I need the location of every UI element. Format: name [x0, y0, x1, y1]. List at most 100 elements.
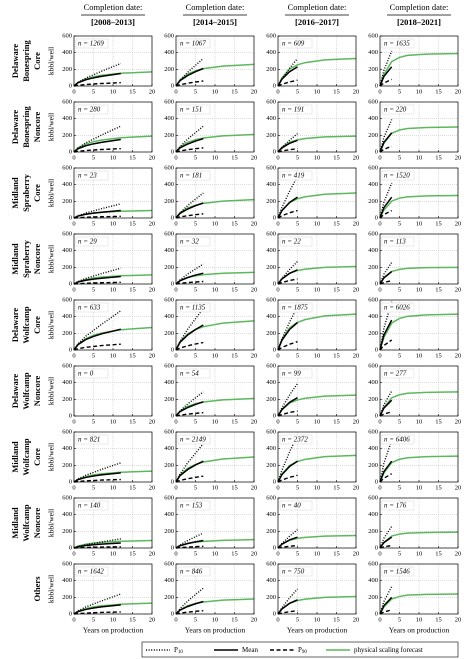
row-label: Wolfcamp	[21, 372, 31, 410]
x-tick-label: 10	[212, 88, 219, 95]
y-tick-label: 400	[164, 379, 174, 386]
annotation-box	[75, 104, 109, 115]
annotation-box	[381, 170, 415, 181]
y-tick-label: 400	[62, 181, 72, 188]
x-tick-label: 0	[276, 418, 279, 425]
x-tick-label: 20	[455, 484, 462, 491]
series-line	[175, 307, 204, 351]
y-tick-label: 0	[375, 280, 378, 287]
x-tick-label: 15	[333, 154, 340, 161]
y-tick-label: 400	[368, 511, 378, 518]
y-tick-label: 400	[164, 247, 174, 254]
plot-frame	[175, 35, 255, 87]
series-line	[277, 588, 299, 615]
series-line	[175, 80, 204, 87]
legend-subscript: 10	[178, 650, 184, 655]
x-tick-label: 0	[378, 220, 381, 227]
x-tick-label: 0	[378, 616, 381, 623]
series-line	[277, 79, 298, 87]
y-tick-label: 0	[171, 346, 174, 353]
plot-frame	[277, 101, 357, 153]
annotation: n = 846	[180, 568, 203, 576]
y-tick-label: 200	[164, 330, 174, 337]
column-title: Completion date:	[186, 2, 245, 12]
annotation-box	[381, 368, 415, 379]
x-tick-label: 5	[92, 418, 95, 425]
annotation-box	[279, 104, 313, 115]
annotation: n = 419	[282, 172, 305, 180]
annotation: n = 750	[282, 568, 305, 576]
x-tick-label: 0	[72, 616, 75, 623]
series-line	[277, 410, 298, 417]
series-line	[175, 202, 204, 219]
series-line	[73, 72, 121, 87]
x-tick-label: 15	[333, 616, 340, 623]
panel: 0 200 400 600 0 5 10 15 20 n = 151	[164, 98, 257, 161]
y-tick-label: 400	[62, 115, 72, 122]
x-tick-label: 10	[110, 616, 117, 623]
series-line	[175, 133, 255, 153]
annotation: n = 6026	[384, 304, 410, 312]
x-tick-label: 0	[174, 616, 177, 623]
x-tick-label: 5	[194, 418, 197, 425]
x-tick-label: 20	[149, 154, 156, 161]
annotation-box	[279, 368, 313, 379]
row-label: Midland	[10, 243, 20, 274]
panel: 0 200 400 600 0 5 10 15 20 n = 821	[62, 428, 155, 491]
series-line	[73, 81, 121, 87]
column-range: [2016–2017]	[295, 17, 339, 27]
x-tick-label: 0	[72, 88, 75, 95]
x-tick-label: 15	[129, 88, 136, 95]
annotation: n = 176	[384, 502, 407, 510]
x-tick-label: 20	[455, 418, 462, 425]
y-tick-label: 0	[375, 478, 378, 485]
panel: 0 200 400 600 0 5 10 15 20 n = 2149	[164, 428, 257, 491]
x-tick-label: 20	[149, 550, 156, 557]
series-line	[175, 67, 204, 87]
x-tick-label: 20	[353, 220, 360, 227]
panel: 0 200 400 600 0 5 10 15 20 n = 54	[164, 362, 257, 425]
row-label: Noncore	[32, 112, 42, 143]
y-tick-label: 200	[266, 594, 276, 601]
x-tick-label: 15	[333, 88, 340, 95]
series-line	[277, 278, 298, 285]
series-line	[379, 261, 393, 285]
y-tick-label: 200	[368, 330, 378, 337]
annotation-box	[177, 434, 211, 445]
annotation: n = 0	[78, 370, 94, 378]
y-axis-label: kbbl/well	[47, 377, 56, 405]
column-range: [2018–2021]	[397, 17, 441, 27]
x-tick-label: 10	[314, 352, 321, 359]
x-tick-label: 20	[455, 286, 462, 293]
x-tick-label: 5	[296, 616, 299, 623]
x-tick-label: 5	[398, 154, 401, 161]
y-tick-label: 200	[164, 264, 174, 271]
y-tick-label: 400	[164, 577, 174, 584]
x-tick-label: 20	[353, 286, 360, 293]
y-tick-label: 600	[164, 296, 174, 303]
series-line	[277, 529, 298, 549]
row-label: Core	[32, 184, 42, 202]
x-tick-label: 0	[378, 88, 381, 95]
y-axis-label: kbbl/well	[47, 47, 56, 75]
x-tick-label: 5	[398, 88, 401, 95]
x-tick-label: 10	[212, 616, 219, 623]
x-tick-label: 5	[398, 352, 401, 359]
x-tick-label: 10	[416, 352, 423, 359]
row-label: Midland	[10, 177, 20, 208]
x-tick-label: 20	[353, 154, 360, 161]
series-line	[73, 343, 121, 351]
y-tick-label: 200	[368, 462, 378, 469]
y-tick-label: 0	[69, 610, 72, 617]
x-tick-label: 15	[129, 220, 136, 227]
x-tick-label: 0	[72, 550, 75, 557]
annotation-box	[177, 302, 211, 313]
annotation: n = 54	[180, 370, 199, 378]
x-tick-label: 5	[296, 88, 299, 95]
annotation: n = 1269	[78, 40, 104, 48]
x-tick-label: 0	[174, 550, 177, 557]
plot-frame	[73, 431, 153, 483]
x-tick-label: 0	[174, 154, 177, 161]
series-line	[277, 175, 299, 219]
